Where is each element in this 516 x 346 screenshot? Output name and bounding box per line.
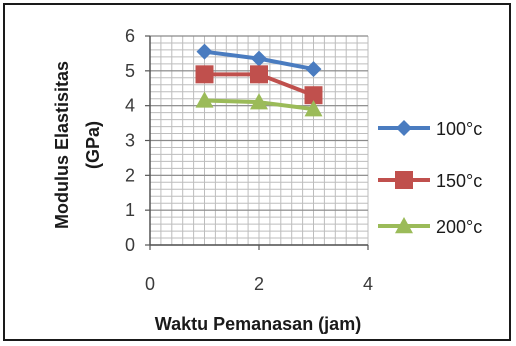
data-point	[250, 93, 268, 110]
data-point	[304, 100, 323, 117]
legend-label: 200°c	[436, 217, 482, 237]
legend-item-3: 200°c	[378, 217, 482, 237]
legend-item-2: 150°c	[378, 171, 482, 191]
series-2	[195, 65, 323, 105]
x-tick-label: 0	[145, 274, 155, 294]
y-axis-label-line-2: (GPa)	[83, 121, 103, 169]
data-point	[304, 86, 323, 105]
legend-marker	[395, 217, 413, 234]
legend-label: 150°c	[436, 171, 482, 191]
legend-marker	[396, 120, 412, 136]
axes	[145, 35, 369, 250]
y-tick-label: 1	[125, 200, 135, 220]
y-tick-label: 4	[125, 96, 135, 116]
y-tick-label: 5	[125, 61, 135, 81]
data-point	[251, 50, 267, 67]
legend-label: 100°c	[436, 119, 482, 139]
data-point	[250, 65, 268, 84]
legend-marker	[395, 171, 413, 189]
series-1	[196, 43, 322, 78]
legend-item-1: 100°c	[378, 119, 482, 139]
data-point	[305, 61, 322, 78]
y-axis-label-line-1: Modulus Elastisitas	[52, 61, 72, 229]
x-axis-label: Waktu Pemanasan (jam)	[155, 314, 361, 334]
series-group	[195, 43, 323, 117]
y-tick-label: 6	[125, 26, 135, 46]
series-3	[195, 91, 323, 117]
y-tick-label: 0	[125, 235, 135, 255]
data-point	[195, 91, 214, 108]
y-tick-label: 3	[125, 131, 135, 151]
legend: 100°c 150°c 200°c	[378, 119, 482, 237]
x-tick-label: 4	[363, 274, 373, 294]
y-tick-label: 2	[125, 165, 135, 185]
data-point	[196, 43, 213, 60]
x-tick-label: 2	[254, 274, 264, 294]
data-point	[195, 65, 214, 84]
tick-labels: 0 1 2 3 4 5 6 0 2 4	[125, 26, 373, 294]
